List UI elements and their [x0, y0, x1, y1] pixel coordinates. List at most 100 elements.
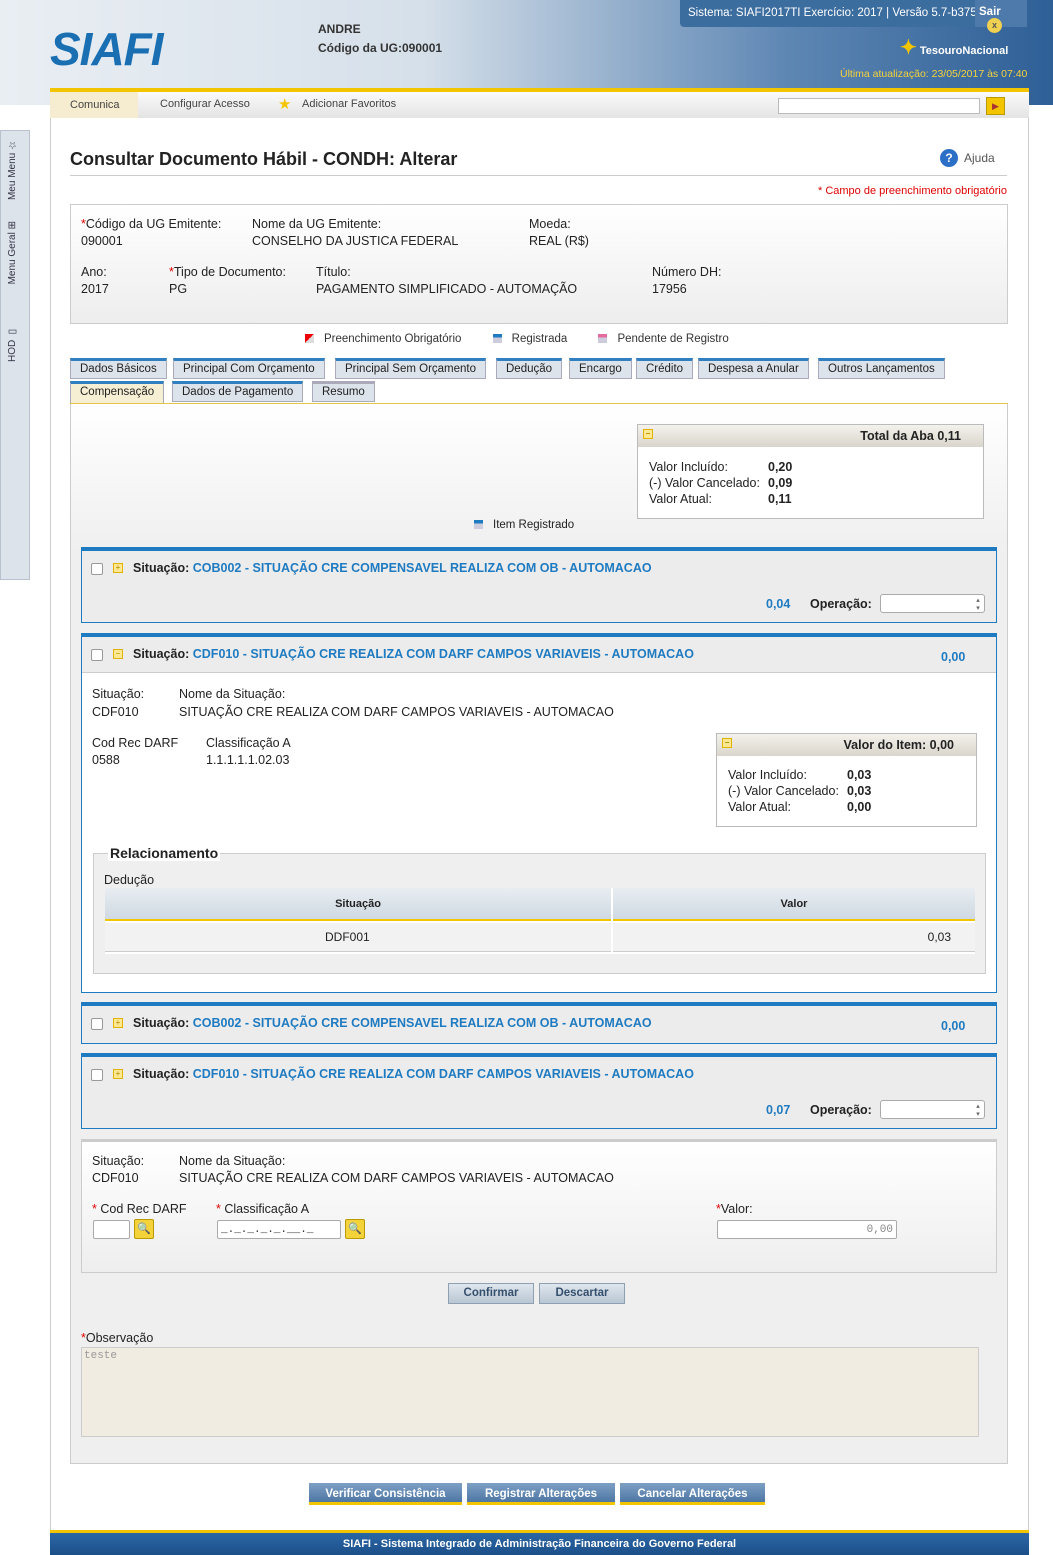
- verificar-consistencia-button[interactable]: Verificar Consistência: [309, 1483, 462, 1505]
- search-go-button[interactable]: ▶: [986, 97, 1005, 115]
- item-checkbox[interactable]: [91, 1018, 103, 1030]
- nome-situacao: SITUAÇÃO CRE REALIZA COM DARF CAMPOS VAR…: [179, 1171, 614, 1185]
- classificacao-a: 1.1.1.1.1.02.03: [206, 753, 290, 767]
- titulo: PAGAMENTO SIMPLIFICADO - AUTOMAÇÃO: [316, 282, 578, 296]
- monitor-icon: ▭: [7, 326, 18, 337]
- item-checkbox[interactable]: [91, 649, 103, 661]
- help-link[interactable]: ? Ajuda: [940, 149, 995, 167]
- tab-despesa-anular[interactable]: Despesa a Anular: [698, 358, 809, 379]
- item-checkbox[interactable]: [91, 1069, 103, 1081]
- descartar-button[interactable]: Descartar: [539, 1283, 625, 1304]
- menu-bar: Comunica Configurar Acesso ★ Adicionar F…: [50, 88, 1029, 118]
- menu-comunica[interactable]: Comunica: [50, 92, 138, 118]
- expand-icon[interactable]: +: [113, 1069, 123, 1079]
- item-value: 0,00: [941, 1019, 966, 1033]
- operacao-select[interactable]: [880, 594, 985, 613]
- tab-credito[interactable]: Crédito: [636, 358, 694, 379]
- tesouro-logo: ✦ TesouroNacional: [900, 37, 1009, 59]
- ug-label: Código da UG:: [318, 41, 402, 55]
- item-value: 0,07: [766, 1103, 791, 1117]
- expand-icon[interactable]: +: [113, 1018, 123, 1028]
- relacionamento-fieldset: Relacionamento Dedução Situação Valor DD…: [93, 845, 986, 974]
- tab-dados-basicos[interactable]: Dados Básicos: [70, 358, 167, 379]
- tab-outros-lancamentos[interactable]: Outros Lançamentos: [818, 358, 945, 379]
- collapse-icon[interactable]: −: [643, 429, 653, 439]
- nome-ug: CONSELHO DA JUSTICA FEDERAL: [252, 234, 459, 248]
- menu-configurar-acesso[interactable]: Configurar Acesso: [160, 98, 250, 110]
- situacao-panel: + Situação: COB002 - SITUAÇÃO CRE COMPEN…: [81, 1002, 997, 1044]
- situacao-code: COB002 - SITUAÇÃO CRE COMPENSAVEL REALIZ…: [192, 561, 652, 575]
- item-checkbox[interactable]: [91, 563, 103, 575]
- ano: 2017: [81, 282, 109, 296]
- table-cell: 0,03: [613, 923, 975, 952]
- user-name: ANDRE: [318, 22, 361, 36]
- item-registrado-legend: Item Registrado: [474, 519, 574, 531]
- star-icon: ☆: [7, 139, 18, 150]
- user-info: ANDRE Código da UG:090001: [318, 20, 442, 58]
- required-note: * Campo de preenchimento obrigatório: [818, 185, 1007, 197]
- tab-compensacao[interactable]: Compensação: [70, 381, 165, 404]
- operacao-select[interactable]: [880, 1100, 985, 1119]
- tipo-documento: PG: [169, 282, 188, 296]
- valor-item-box: − Valor do Item: 0,00 Valor Incluído: 0,03…: [716, 733, 977, 827]
- search-input[interactable]: [778, 98, 980, 114]
- logout-button[interactable]: Sairx: [975, 0, 1027, 33]
- nome-situacao: SITUAÇÃO CRE REALIZA COM DARF CAMPOS VAR…: [179, 705, 614, 719]
- siafi-logo: SIAFI: [50, 23, 164, 75]
- close-icon: x: [987, 18, 1002, 33]
- registrar-alteracoes-button[interactable]: Registrar Alterações: [467, 1483, 615, 1505]
- observacao-label: Observação: [85, 1331, 154, 1345]
- situacao-panel: − Situação: CDF010 - SITUAÇÃO CRE REALIZ…: [81, 633, 997, 993]
- item-value: 0,04: [766, 597, 791, 611]
- tab-deducao[interactable]: Dedução: [496, 358, 563, 379]
- sidebar-item-menu-geral[interactable]: Menu Geral ⊞: [7, 221, 18, 285]
- situacao-panel: + Situação: COB002 - SITUAÇÃO CRE COMPEN…: [81, 547, 997, 623]
- registered-marker-icon: [474, 520, 483, 530]
- tab-principal-sem-orcamento[interactable]: Principal Sem Orçamento: [335, 358, 487, 379]
- ug-emitente: 090001: [81, 234, 123, 248]
- collapse-icon[interactable]: −: [113, 649, 123, 659]
- item-value: 0,00: [941, 650, 966, 664]
- situacao-code: COB002 - SITUAÇÃO CRE COMPENSAVEL REALIZ…: [192, 1016, 652, 1030]
- relacionamento-table: Situação Valor DDF001 0,03: [105, 888, 975, 954]
- required-marker-icon: [305, 334, 314, 344]
- tab-encargo[interactable]: Encargo: [569, 358, 632, 379]
- collapse-icon[interactable]: −: [722, 738, 732, 748]
- expand-icon[interactable]: +: [113, 563, 123, 573]
- numero-dh: 17956: [652, 282, 687, 296]
- help-icon: ?: [940, 149, 958, 167]
- observacao-textarea[interactable]: teste: [81, 1347, 979, 1437]
- footer: SIAFI - Sistema Integrado de Administraç…: [50, 1530, 1029, 1555]
- search-icon[interactable]: 🔍: [134, 1219, 154, 1239]
- confirmar-button[interactable]: Confirmar: [448, 1283, 534, 1304]
- page-title: Consultar Documento Hábil - CONDH: Alter…: [70, 149, 458, 169]
- sidebar-item-meu-menu[interactable]: Meu Menu ☆: [7, 139, 18, 201]
- cancelar-alteracoes-button[interactable]: Cancelar Alterações: [620, 1483, 765, 1505]
- search-icon[interactable]: 🔍: [345, 1219, 365, 1239]
- sitemap-icon: ⊞: [7, 221, 18, 230]
- system-info: Sistema: SIAFI2017TI Exercício: 2017 | V…: [680, 0, 992, 27]
- legend: Preenchimento Obrigatório Registrada Pen…: [305, 333, 757, 345]
- menu-adicionar-favoritos[interactable]: Adicionar Favoritos: [302, 98, 397, 110]
- registered-marker-icon: [492, 334, 502, 344]
- valor-input[interactable]: [717, 1220, 897, 1239]
- edit-panel: Situação: CDF010 Nome da Situação: SITUA…: [81, 1139, 997, 1273]
- total-aba-box: − Total da Aba 0,11 Valor Incluído: 0,20 (…: [637, 424, 984, 519]
- tab-dados-pagamento[interactable]: Dados de Pagamento: [172, 381, 304, 402]
- document-header: *Código da UG Emitente: 090001 Nome da U…: [70, 204, 1008, 324]
- situacao-panel: + Situação: CDF010 - SITUAÇÃO CRE REALIZ…: [81, 1053, 997, 1129]
- table-cell: DDF001: [105, 923, 611, 952]
- sidebar-item-hod[interactable]: HOD ▭: [7, 326, 18, 363]
- tab-resumo[interactable]: Resumo: [312, 381, 375, 402]
- ug-value: 090001: [402, 41, 443, 55]
- relacionamento-title: Relacionamento: [108, 845, 221, 861]
- classificacao-a-input[interactable]: [217, 1220, 341, 1239]
- tab-principal-com-orcamento[interactable]: Principal Com Orçamento: [173, 358, 325, 379]
- cod-rec-darf: 0588: [92, 753, 120, 767]
- logout-label: Sair: [979, 6, 1001, 18]
- cod-rec-darf-input[interactable]: [93, 1220, 130, 1239]
- situacao-value: CDF010: [92, 705, 139, 719]
- star-icon: ★: [278, 96, 292, 113]
- tab-divider: [70, 403, 1008, 404]
- situacao-value: CDF010: [92, 1171, 139, 1185]
